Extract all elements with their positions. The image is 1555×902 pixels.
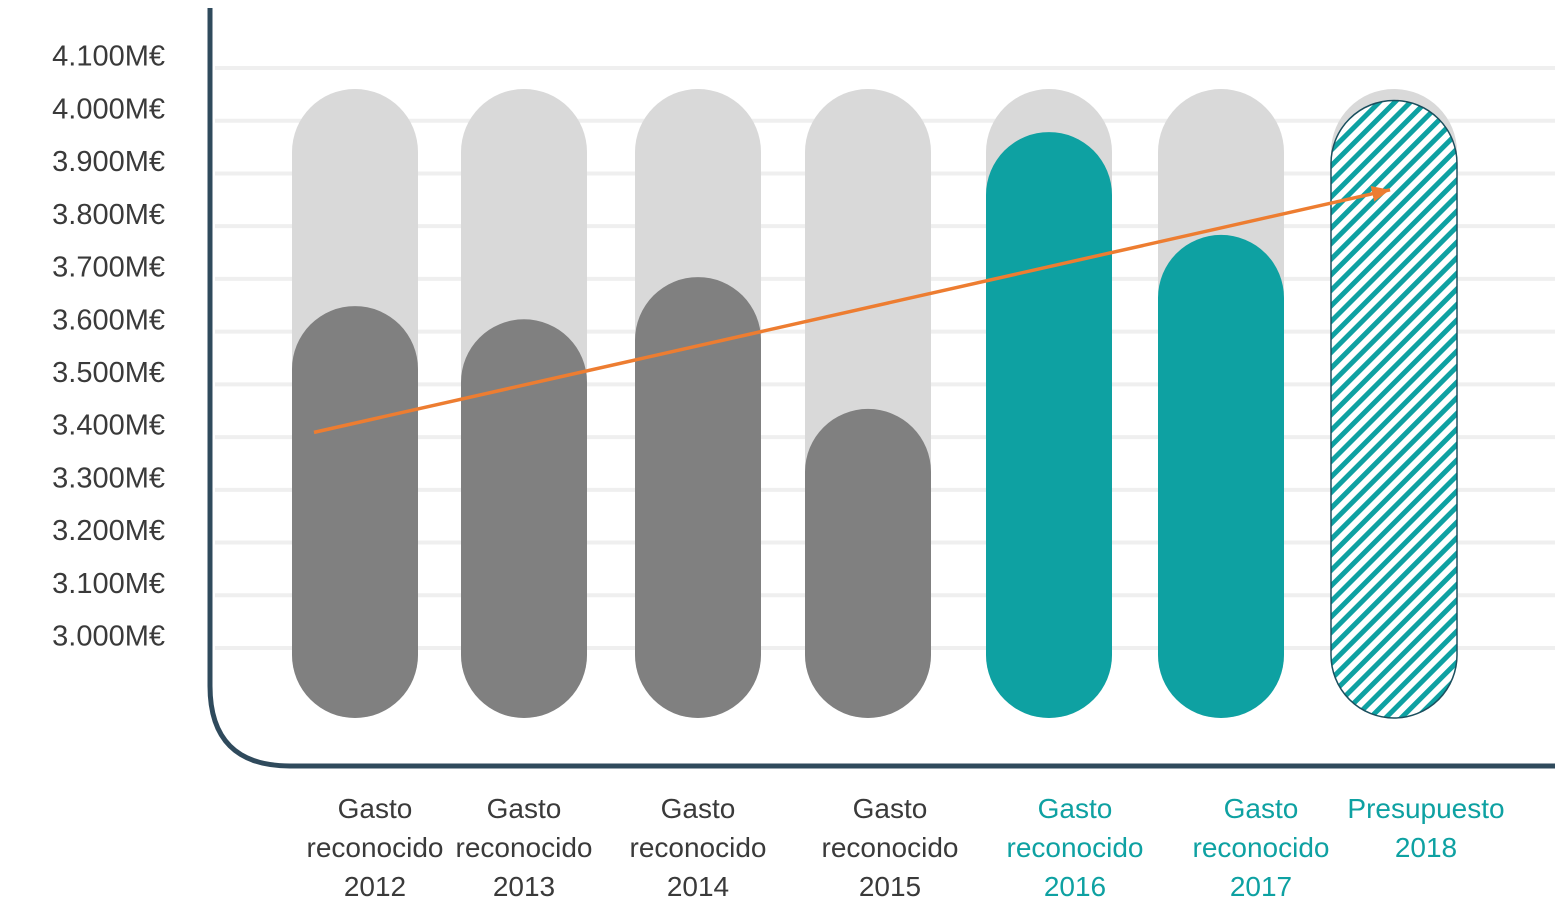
x-category-label: Gasto bbox=[1224, 793, 1299, 824]
y-tick-label: 3.100M€ bbox=[52, 568, 165, 600]
y-tick-label: 3.700M€ bbox=[52, 252, 165, 284]
x-category-label: reconocido bbox=[1193, 832, 1330, 863]
trend-line bbox=[313, 185, 1391, 435]
y-tick-label: 3.500M€ bbox=[52, 357, 165, 389]
x-category-label: Gasto bbox=[661, 793, 736, 824]
bar bbox=[635, 277, 761, 718]
bars bbox=[292, 89, 1458, 719]
x-category-label: reconocido bbox=[630, 832, 767, 863]
bar bbox=[986, 132, 1112, 718]
bar bbox=[805, 408, 931, 718]
x-category-label: reconocido bbox=[1007, 832, 1144, 863]
y-axis-ticks: 3.000M€ 3.100M€ 3.200M€ 3.300M€ 3.400M€ 3.500… bbox=[52, 41, 165, 653]
y-tick-label: 3.900M€ bbox=[52, 146, 165, 178]
trend-line-segment bbox=[313, 188, 1391, 435]
y-tick-label: 4.100M€ bbox=[52, 41, 165, 73]
bar bbox=[292, 306, 418, 718]
x-category-label: reconocido bbox=[822, 832, 959, 863]
bar bbox=[461, 319, 587, 718]
x-category-label: 2012 bbox=[344, 871, 406, 902]
x-category-label: Presupuesto bbox=[1347, 793, 1504, 824]
x-category-label: 2018 bbox=[1395, 832, 1457, 863]
x-category-label: reconocido bbox=[307, 832, 444, 863]
bar bbox=[1158, 234, 1284, 718]
y-tick-label: 3.800M€ bbox=[52, 199, 165, 231]
x-category-label: Gasto bbox=[338, 793, 413, 824]
x-category-label: 2015 bbox=[859, 871, 921, 902]
x-category-label: 2016 bbox=[1044, 871, 1106, 902]
x-category-label: Gasto bbox=[853, 793, 928, 824]
y-tick-label: 4.000M€ bbox=[52, 93, 165, 125]
chart-axes bbox=[207, 8, 1555, 769]
y-tick-label: 3.600M€ bbox=[52, 304, 165, 336]
y-tick-label: 3.400M€ bbox=[52, 410, 165, 442]
x-category-label: Gasto bbox=[1038, 793, 1113, 824]
x-category-label: reconocido bbox=[456, 832, 593, 863]
x-axis-categories: Gasto reconocido 2012 Gasto reconocido 2013 Ga… bbox=[307, 793, 1505, 902]
y-tick-label: 3.300M€ bbox=[52, 462, 165, 494]
x-category-label: 2014 bbox=[667, 871, 729, 902]
y-tick-label: 3.200M€ bbox=[52, 515, 165, 547]
x-category-label: 2017 bbox=[1230, 871, 1292, 902]
x-category-label: Gasto bbox=[487, 793, 562, 824]
trend-arrowhead bbox=[1370, 185, 1390, 202]
bar-budget bbox=[1330, 99, 1458, 719]
y-tick-label: 3.000M€ bbox=[52, 621, 165, 653]
x-category-label: 2013 bbox=[493, 871, 555, 902]
